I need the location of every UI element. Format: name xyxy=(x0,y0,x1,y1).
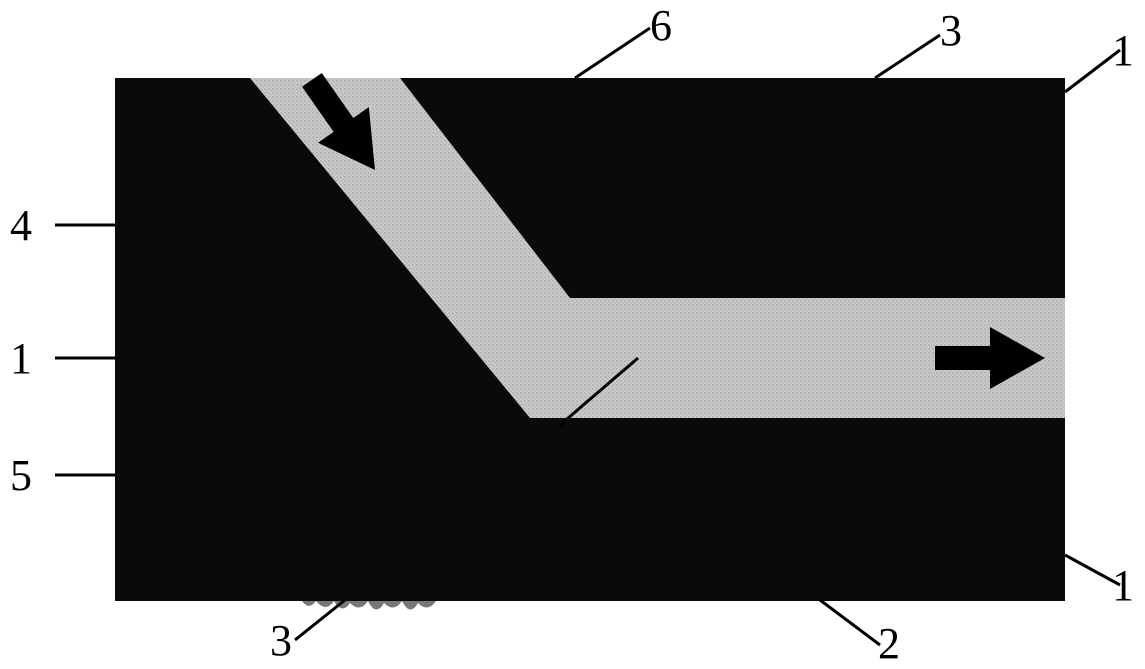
label-4: 4 xyxy=(10,200,32,251)
label-6: 6 xyxy=(650,0,672,51)
label-1-top: 1 xyxy=(1112,25,1134,76)
label-3-bottom: 3 xyxy=(270,615,292,666)
label-5: 5 xyxy=(10,450,32,501)
diagram-canvas: 6 3 1 4 1 5 3 2 1 xyxy=(0,0,1145,657)
label-1-bottom: 1 xyxy=(1112,560,1134,611)
label-3-top: 3 xyxy=(940,5,962,56)
diagram-svg xyxy=(0,0,1145,657)
label-1-left: 1 xyxy=(10,333,32,384)
label-2: 2 xyxy=(878,618,900,669)
